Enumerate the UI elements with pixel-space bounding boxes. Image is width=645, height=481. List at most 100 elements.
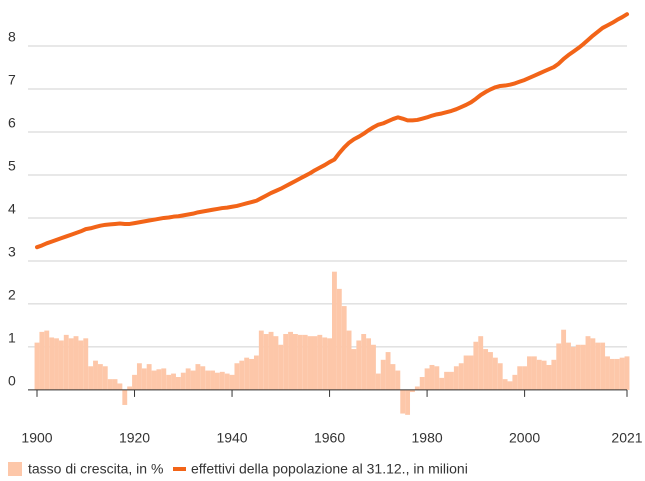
bar bbox=[127, 386, 133, 390]
bar bbox=[49, 337, 55, 390]
bar bbox=[371, 344, 376, 390]
bar bbox=[473, 341, 479, 390]
bar bbox=[580, 344, 586, 390]
bar bbox=[561, 329, 567, 390]
legend-swatch-bar bbox=[8, 462, 22, 476]
bar bbox=[356, 340, 362, 390]
bar bbox=[112, 379, 118, 390]
bar bbox=[497, 363, 503, 390]
bar bbox=[63, 334, 69, 390]
y-tick-label: 3 bbox=[8, 244, 16, 260]
bar bbox=[492, 357, 498, 390]
bar bbox=[107, 379, 113, 390]
bar bbox=[375, 373, 381, 390]
bar bbox=[385, 352, 391, 390]
bar bbox=[292, 334, 298, 390]
bar bbox=[468, 355, 474, 390]
bar bbox=[249, 358, 254, 390]
legend-label: effettivi della popolazione al 31.12., i… bbox=[191, 461, 468, 477]
y-tick-label: 8 bbox=[8, 29, 16, 45]
bar bbox=[283, 334, 289, 390]
bar bbox=[278, 344, 284, 390]
bar bbox=[346, 330, 352, 390]
bar bbox=[453, 366, 459, 390]
legend-label: tasso di crescita, in % bbox=[28, 461, 163, 477]
bar bbox=[512, 374, 518, 390]
bar bbox=[239, 360, 245, 390]
bar bbox=[463, 355, 469, 390]
bar bbox=[439, 377, 445, 390]
x-tick-label: 1920 bbox=[119, 430, 150, 446]
y-tick-label: 5 bbox=[8, 158, 16, 174]
bar bbox=[400, 389, 406, 414]
bar bbox=[395, 370, 401, 390]
bar bbox=[190, 370, 196, 390]
x-tick-label: 1980 bbox=[412, 430, 443, 446]
bar bbox=[566, 342, 571, 390]
bar bbox=[405, 389, 411, 415]
bar bbox=[483, 349, 489, 390]
bar bbox=[195, 364, 201, 390]
bar bbox=[546, 364, 552, 390]
bar bbox=[575, 344, 581, 390]
bar bbox=[556, 343, 562, 390]
bar bbox=[205, 370, 211, 390]
bar bbox=[102, 366, 108, 390]
bar bbox=[458, 363, 464, 390]
bar bbox=[175, 377, 181, 390]
bar bbox=[297, 334, 303, 390]
bar bbox=[414, 386, 420, 390]
legend-swatch-line bbox=[173, 467, 186, 471]
bar bbox=[614, 358, 620, 390]
bar bbox=[234, 363, 240, 390]
bar bbox=[410, 389, 415, 393]
bar bbox=[166, 374, 172, 390]
bar bbox=[609, 358, 615, 390]
bar bbox=[585, 336, 591, 390]
bar bbox=[263, 334, 269, 390]
bar bbox=[527, 356, 532, 390]
bar bbox=[268, 331, 274, 390]
bar bbox=[210, 370, 215, 390]
bar bbox=[570, 346, 576, 390]
bar bbox=[78, 340, 84, 390]
bar bbox=[444, 371, 450, 390]
bar bbox=[619, 357, 625, 390]
bar bbox=[136, 363, 142, 390]
bar bbox=[590, 338, 596, 390]
bar bbox=[151, 370, 157, 390]
y-tick-label: 2 bbox=[8, 287, 16, 303]
bar bbox=[361, 334, 367, 390]
bar bbox=[258, 330, 264, 390]
bar bbox=[214, 372, 220, 390]
line bbox=[35, 12, 629, 250]
y-tick-label: 4 bbox=[8, 201, 16, 217]
bar bbox=[380, 359, 386, 390]
bar bbox=[141, 368, 147, 390]
bar bbox=[224, 373, 230, 390]
bar bbox=[624, 356, 630, 390]
bar bbox=[180, 372, 186, 390]
bar bbox=[302, 334, 308, 390]
bar bbox=[434, 366, 440, 390]
bar bbox=[132, 374, 137, 390]
bar bbox=[146, 364, 152, 390]
bar bbox=[54, 338, 59, 390]
bar bbox=[429, 364, 435, 390]
bar bbox=[551, 359, 557, 390]
bar bbox=[68, 338, 74, 390]
bar bbox=[351, 349, 357, 390]
y-tick-label: 7 bbox=[8, 72, 16, 88]
bar bbox=[502, 379, 508, 390]
bar bbox=[244, 357, 250, 390]
bar bbox=[327, 338, 332, 390]
bar bbox=[595, 342, 601, 390]
bar bbox=[219, 371, 225, 390]
bar bbox=[605, 356, 610, 390]
bar bbox=[156, 369, 162, 390]
bar bbox=[307, 336, 313, 390]
bar bbox=[541, 360, 547, 390]
bar bbox=[522, 366, 528, 390]
bar bbox=[273, 336, 279, 390]
